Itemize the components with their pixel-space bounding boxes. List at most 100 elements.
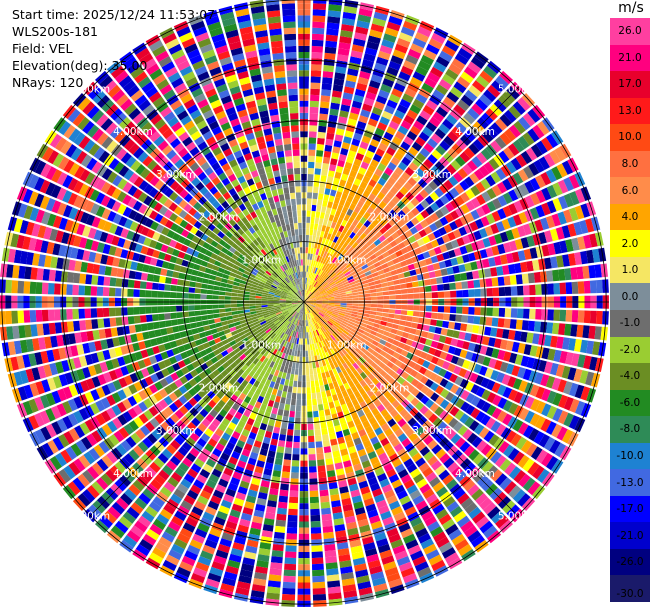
velocity-gate <box>345 310 352 314</box>
velocity-gate <box>333 78 345 86</box>
velocity-gate <box>356 82 368 92</box>
velocity-gate <box>312 198 318 206</box>
velocity-gate <box>480 443 493 456</box>
velocity-gate <box>568 207 579 222</box>
velocity-gate <box>197 271 205 278</box>
velocity-gate <box>139 289 146 298</box>
velocity-gate <box>352 261 360 268</box>
velocity-gate <box>308 278 311 285</box>
velocity-gate <box>535 140 548 155</box>
velocity-gate <box>508 389 518 401</box>
velocity-gate <box>311 272 315 279</box>
velocity-gate <box>433 61 447 73</box>
velocity-gate <box>317 137 325 145</box>
velocity-gate <box>208 279 215 285</box>
velocity-gate <box>322 156 331 164</box>
velocity-gate <box>544 230 553 243</box>
velocity-gate <box>492 394 502 406</box>
velocity-gate <box>362 103 373 112</box>
velocity-gate <box>427 72 441 83</box>
velocity-gate <box>308 293 314 298</box>
velocity-gate <box>368 333 376 340</box>
velocity-gate <box>335 279 342 285</box>
velocity-gate <box>526 260 534 272</box>
velocity-gate <box>188 305 195 311</box>
velocity-gate <box>391 195 401 205</box>
velocity-gate <box>433 365 442 375</box>
velocity-gate <box>322 251 328 258</box>
velocity-gate <box>334 72 346 80</box>
velocity-gate <box>456 306 463 314</box>
velocity-gate <box>320 175 327 182</box>
velocity-gate <box>152 314 159 322</box>
velocity-gate <box>108 287 116 297</box>
velocity-gate <box>330 241 336 249</box>
velocity-gate <box>24 324 32 338</box>
velocity-gate <box>409 369 419 378</box>
velocity-gate <box>428 38 443 50</box>
velocity-gate <box>304 289 305 296</box>
velocity-gate <box>511 227 521 239</box>
velocity-gate <box>312 362 316 369</box>
velocity-gate <box>287 429 294 436</box>
velocity-gate <box>475 375 484 386</box>
velocity-gate <box>158 283 165 291</box>
velocity-gate <box>534 372 544 385</box>
velocity-gate <box>439 140 451 151</box>
velocity-gate <box>335 268 341 275</box>
velocity-gate <box>304 295 305 302</box>
velocity-gate <box>512 378 523 390</box>
velocity-gate <box>400 349 409 357</box>
velocity-gate <box>226 283 233 289</box>
velocity-gate <box>315 282 320 288</box>
velocity-gate <box>332 288 339 292</box>
velocity-gate <box>342 11 357 20</box>
velocity-gate <box>407 48 422 60</box>
velocity-gate <box>384 341 392 349</box>
velocity-gate <box>363 313 370 318</box>
velocity-gate <box>322 77 333 85</box>
velocity-gate <box>308 143 316 150</box>
velocity-gate <box>558 268 566 281</box>
velocity-gate <box>502 265 510 275</box>
velocity-gate <box>517 422 529 435</box>
velocity-gate <box>338 272 345 278</box>
velocity-gate <box>352 38 366 47</box>
velocity-gate <box>353 205 361 214</box>
velocity-gate <box>454 376 464 386</box>
velocity-gate <box>357 257 365 264</box>
velocity-gate <box>490 122 503 135</box>
velocity-gate <box>322 273 328 279</box>
velocity-gate <box>377 122 388 131</box>
velocity-gate <box>309 266 313 273</box>
velocity-gate <box>165 277 172 284</box>
velocity-gate <box>268 574 282 582</box>
velocity-gate <box>339 333 346 340</box>
velocity-gate <box>366 337 374 344</box>
velocity-gate <box>523 308 530 319</box>
velocity-gate <box>410 397 420 407</box>
velocity-gate <box>316 205 322 212</box>
velocity-gate <box>353 132 363 141</box>
velocity-gate <box>311 539 323 546</box>
velocity-gate <box>462 289 469 298</box>
velocity-gate <box>556 336 564 349</box>
velocity-gate <box>339 212 346 220</box>
velocity-gate <box>381 282 388 288</box>
velocity-gate <box>275 452 284 460</box>
velocity-gate <box>580 203 591 218</box>
velocity-gate <box>352 345 360 353</box>
velocity-gate <box>328 4 342 12</box>
velocity-gate <box>224 296 231 300</box>
velocity-gate <box>164 313 171 320</box>
velocity-gate <box>571 281 579 294</box>
velocity-gate <box>376 311 383 317</box>
velocity-gate <box>430 202 440 212</box>
velocity-gate <box>304 326 307 333</box>
velocity-gate <box>362 283 370 288</box>
velocity-gate <box>312 288 317 294</box>
velocity-gate <box>589 280 597 294</box>
velocity-gate <box>464 89 478 102</box>
velocity-gate <box>327 247 333 254</box>
velocity-gate <box>309 100 319 108</box>
